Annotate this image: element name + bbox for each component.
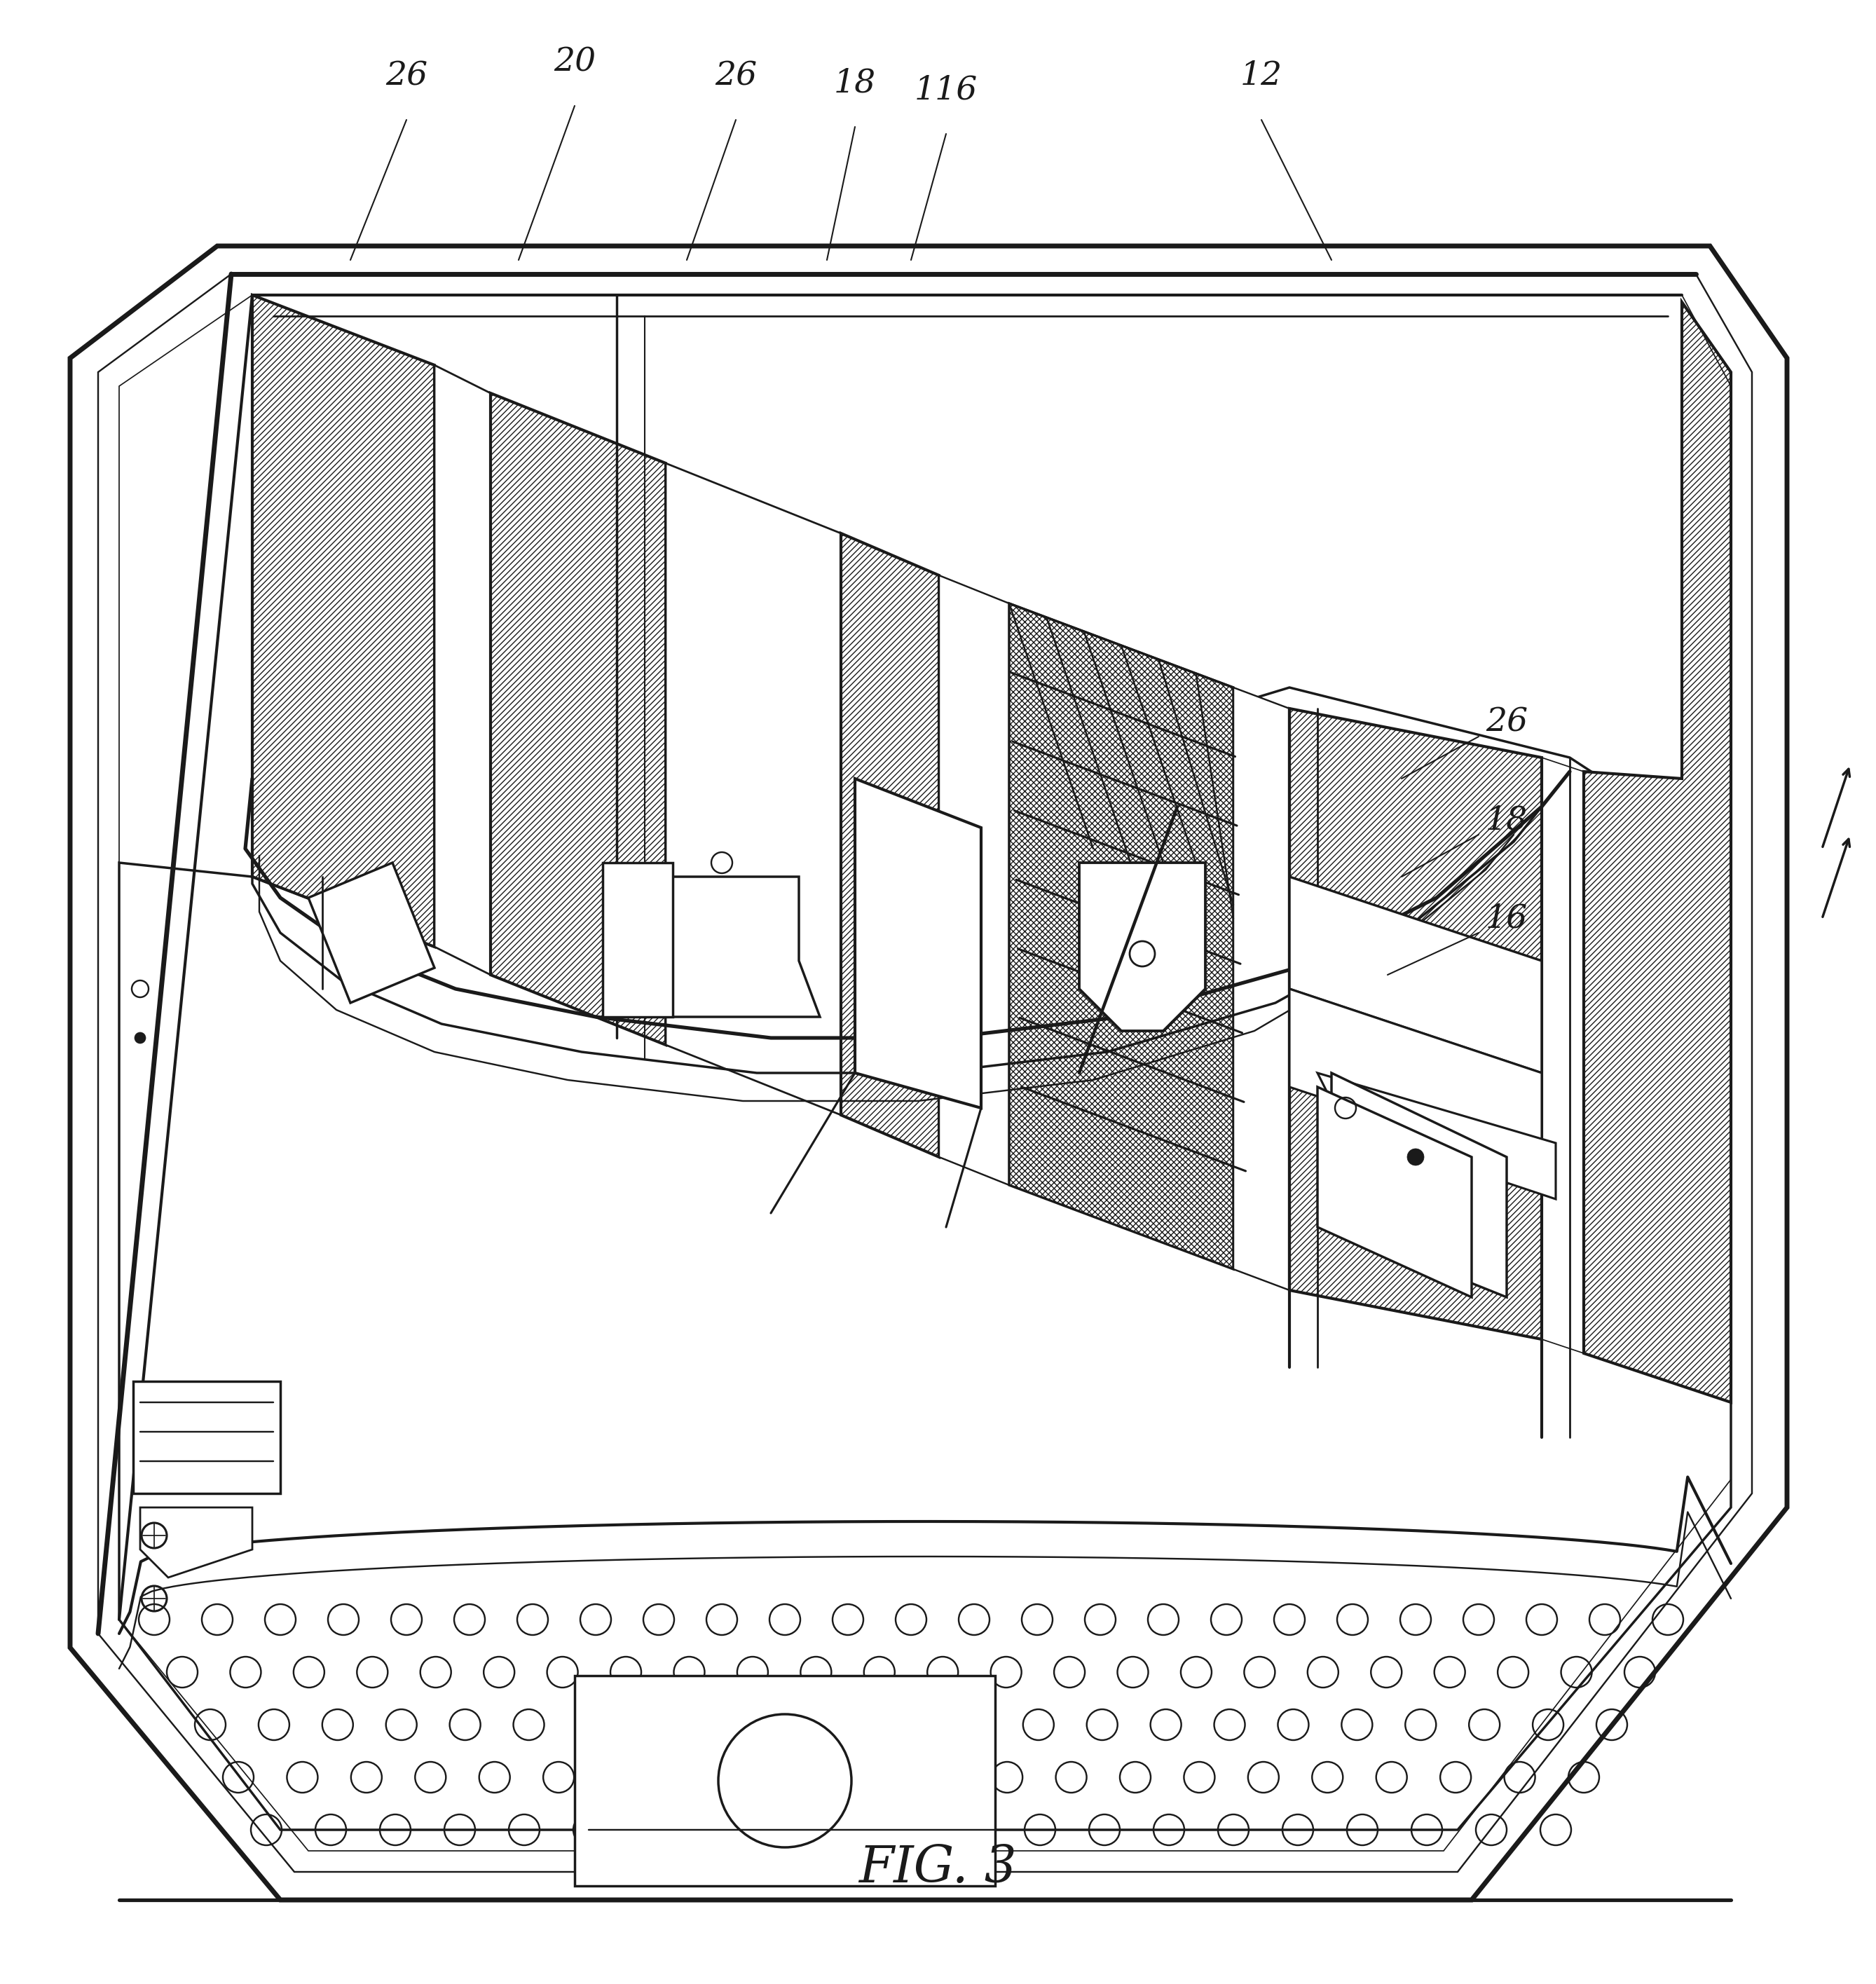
Polygon shape [1332,1073,1506,1298]
Polygon shape [855,778,981,1107]
Polygon shape [133,1381,280,1494]
Polygon shape [1009,603,1233,1270]
Polygon shape [1289,708,1542,1339]
Text: 26: 26 [385,60,428,91]
Polygon shape [435,365,490,974]
Polygon shape [120,688,1732,1829]
Text: 20: 20 [553,46,597,77]
Polygon shape [1289,988,1542,1171]
Polygon shape [666,462,840,1115]
Text: FIG. 3: FIG. 3 [859,1843,1017,1893]
Polygon shape [1583,302,1732,1403]
Polygon shape [1317,1087,1471,1298]
Polygon shape [940,575,1009,1184]
Text: 18: 18 [1486,806,1527,837]
Circle shape [1407,1149,1424,1165]
Text: 26: 26 [715,60,756,91]
Polygon shape [840,534,940,1157]
Text: 116: 116 [914,73,977,105]
FancyBboxPatch shape [574,1676,994,1887]
Text: 16: 16 [1486,903,1527,934]
Polygon shape [69,246,1788,1901]
Polygon shape [141,1508,251,1577]
Polygon shape [1317,1073,1555,1198]
Polygon shape [251,296,435,946]
Polygon shape [490,393,666,1046]
Polygon shape [623,877,820,1018]
Text: 12: 12 [1240,60,1283,91]
Polygon shape [602,863,673,1018]
Polygon shape [1233,688,1289,1290]
Polygon shape [1289,877,1542,1073]
Polygon shape [1079,863,1206,1032]
Text: 18: 18 [833,67,876,99]
Polygon shape [308,863,435,1002]
Text: 26: 26 [1486,706,1527,738]
Circle shape [135,1032,146,1044]
Polygon shape [1542,758,1583,1353]
